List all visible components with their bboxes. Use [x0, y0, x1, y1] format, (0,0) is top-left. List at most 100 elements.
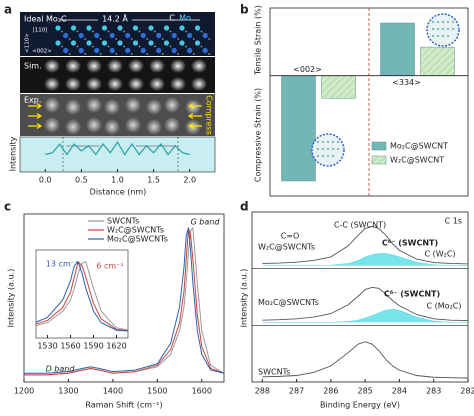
atom	[78, 47, 84, 54]
atom	[194, 25, 201, 31]
annotation: C (W₂C)	[424, 250, 455, 259]
sim-blob	[170, 77, 186, 91]
inset-dot	[322, 148, 324, 150]
y-axis-label: Intensity (a.u.)	[240, 269, 249, 328]
inset-dot	[437, 28, 439, 30]
raman-line	[24, 227, 225, 376]
atom	[179, 25, 185, 31]
exp-blob	[125, 117, 141, 133]
panel-label: d	[240, 200, 249, 214]
inset-line	[36, 260, 128, 332]
x-tick-label: 286	[323, 387, 338, 396]
plot-frame	[23, 213, 225, 383]
atom-c	[99, 53, 102, 55]
inset-plot	[36, 260, 128, 332]
annotation: Compress	[205, 95, 214, 135]
annotation: 14.2 Å	[102, 13, 128, 24]
exp-blob	[65, 99, 81, 115]
exp-blob	[185, 99, 201, 115]
panel-label: b	[240, 3, 249, 17]
sim-blob	[128, 59, 144, 73]
legend-label: W₂C@SWCNTs	[107, 226, 164, 235]
annotation: C	[169, 14, 175, 23]
annotation: Exp.	[24, 96, 41, 105]
x-tick-label: 287	[289, 387, 304, 396]
annotation: Cᵟ⁻ (SWCNT)	[384, 290, 440, 299]
annotation: Sim.	[24, 62, 42, 71]
atom	[187, 32, 193, 39]
atom-c	[61, 30, 63, 33]
x-tick-label: 1200	[14, 387, 34, 396]
xps-envelope	[262, 286, 469, 322]
atom-c	[185, 30, 187, 33]
x-tick-label: 288	[255, 387, 270, 396]
atom-c	[130, 53, 133, 55]
sim-blob	[107, 77, 123, 91]
atom-c	[185, 45, 187, 48]
bar	[420, 46, 455, 76]
atom-c	[161, 38, 164, 40]
inset-dot	[337, 148, 339, 150]
x-tick-label: 285	[358, 387, 373, 396]
atom-c	[115, 53, 118, 55]
panel-sample-label: Mo₂C@SWCNTs	[258, 298, 319, 307]
atom	[109, 47, 115, 54]
atom	[179, 40, 185, 46]
atom-c	[130, 38, 133, 40]
component-area	[262, 253, 468, 266]
inset-dot	[447, 28, 449, 30]
exp-blob	[125, 97, 141, 113]
annotation: C-C (SWCNT)	[334, 221, 386, 230]
xps-envelope	[262, 341, 469, 379]
inset-dot	[447, 35, 449, 37]
exp-blob	[185, 119, 201, 135]
atom	[156, 47, 162, 54]
atom	[148, 40, 154, 46]
x-axis-label: Binding Energy (eV)	[320, 401, 400, 410]
x-tick-label: 282	[460, 387, 474, 396]
arrow	[187, 122, 202, 130]
inset-dot	[447, 21, 449, 23]
atom	[132, 25, 139, 31]
annotation: <002>	[32, 49, 52, 55]
legend-swatch	[371, 155, 387, 165]
annotation: G band	[191, 218, 221, 227]
x-tick-label: 1560	[60, 342, 80, 351]
x-tick-label: 1600	[192, 387, 212, 396]
inset-dot	[452, 28, 454, 30]
atom	[148, 25, 154, 31]
exp-blob	[44, 117, 60, 133]
inset-dot	[432, 21, 434, 23]
chart-title: C 1s	[445, 217, 462, 226]
y-axis-label: Intensity (a.u.)	[7, 269, 16, 328]
inset-dot	[317, 155, 319, 157]
inset-dot	[317, 148, 319, 150]
exp-blob	[86, 117, 102, 133]
sim-blob	[128, 77, 144, 91]
sim-blob	[86, 59, 102, 73]
inset-dot	[332, 148, 334, 150]
exp-blob	[104, 119, 120, 135]
atom	[140, 32, 146, 39]
x-tick-label: 283	[426, 387, 441, 396]
legend-label: SWCNTs	[107, 217, 139, 226]
atom-c	[200, 45, 203, 48]
atom	[163, 40, 170, 46]
atom	[117, 40, 123, 46]
atom-c	[169, 45, 172, 48]
annotation: C (Mo₂C)	[427, 302, 462, 311]
atom-c	[68, 38, 71, 40]
y-axis-label: Tensile Strain (%)	[254, 5, 263, 76]
inset-dot	[332, 141, 334, 143]
x-tick-label: 1300	[58, 387, 78, 396]
sim-blob	[65, 77, 81, 91]
atom-c	[200, 30, 203, 33]
atom	[132, 40, 139, 46]
atom-c	[154, 45, 156, 48]
atom-c	[138, 30, 141, 33]
atom-c	[138, 45, 141, 48]
inset-dot	[437, 21, 439, 23]
x-tick-label: 0.5	[75, 176, 88, 185]
annotation: D band	[46, 365, 76, 374]
atom	[86, 40, 92, 46]
